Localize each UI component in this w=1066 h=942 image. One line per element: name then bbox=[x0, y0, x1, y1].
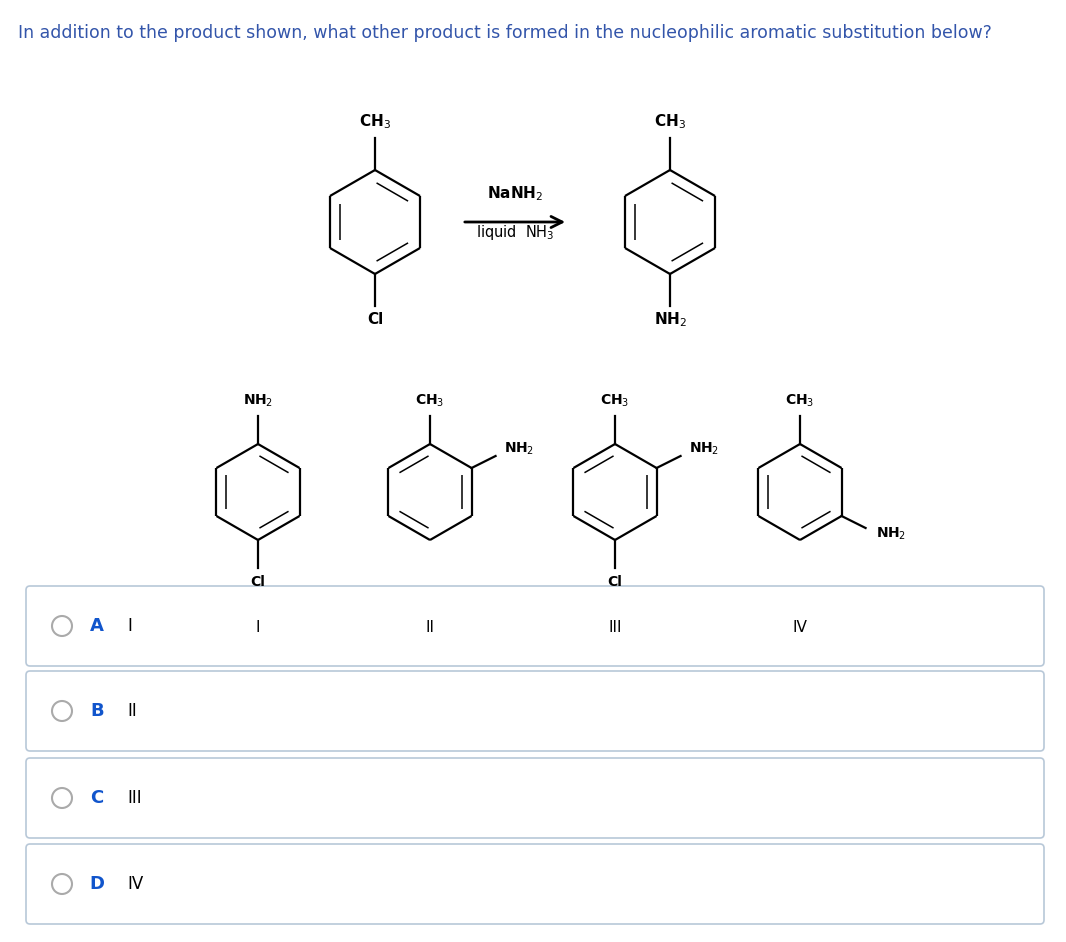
Text: III: III bbox=[127, 789, 142, 807]
Text: B: B bbox=[91, 702, 103, 720]
Text: NH$_2$: NH$_2$ bbox=[243, 393, 273, 409]
Text: Cl: Cl bbox=[608, 575, 623, 589]
Text: CH$_3$: CH$_3$ bbox=[600, 393, 630, 409]
Text: I: I bbox=[127, 617, 132, 635]
FancyBboxPatch shape bbox=[26, 671, 1044, 751]
Text: CH$_3$: CH$_3$ bbox=[416, 393, 445, 409]
Text: II: II bbox=[425, 621, 435, 636]
Text: A: A bbox=[90, 617, 104, 635]
Text: CH$_3$: CH$_3$ bbox=[359, 113, 391, 131]
Text: CH$_3$: CH$_3$ bbox=[786, 393, 814, 409]
Text: Cl: Cl bbox=[251, 575, 265, 589]
Text: NH$_2$: NH$_2$ bbox=[504, 441, 535, 457]
Text: D: D bbox=[90, 875, 104, 893]
Text: Cl: Cl bbox=[367, 313, 383, 328]
Text: CH$_3$: CH$_3$ bbox=[655, 113, 687, 131]
Text: NH$_2$: NH$_2$ bbox=[653, 311, 687, 330]
Text: C: C bbox=[91, 789, 103, 807]
Text: In addition to the product shown, what other product is formed in the nucleophil: In addition to the product shown, what o… bbox=[18, 24, 991, 42]
Text: I: I bbox=[256, 621, 260, 636]
Text: NH$_2$: NH$_2$ bbox=[876, 526, 907, 543]
Text: IV: IV bbox=[792, 621, 807, 636]
Text: NH$_2$: NH$_2$ bbox=[690, 441, 720, 457]
Text: III: III bbox=[609, 621, 621, 636]
Text: II: II bbox=[127, 702, 136, 720]
FancyBboxPatch shape bbox=[26, 844, 1044, 924]
FancyBboxPatch shape bbox=[26, 758, 1044, 838]
Text: NaNH$_2$: NaNH$_2$ bbox=[487, 185, 543, 203]
Text: liquid  NH$_3$: liquid NH$_3$ bbox=[475, 222, 554, 241]
Text: IV: IV bbox=[127, 875, 143, 893]
FancyBboxPatch shape bbox=[26, 586, 1044, 666]
